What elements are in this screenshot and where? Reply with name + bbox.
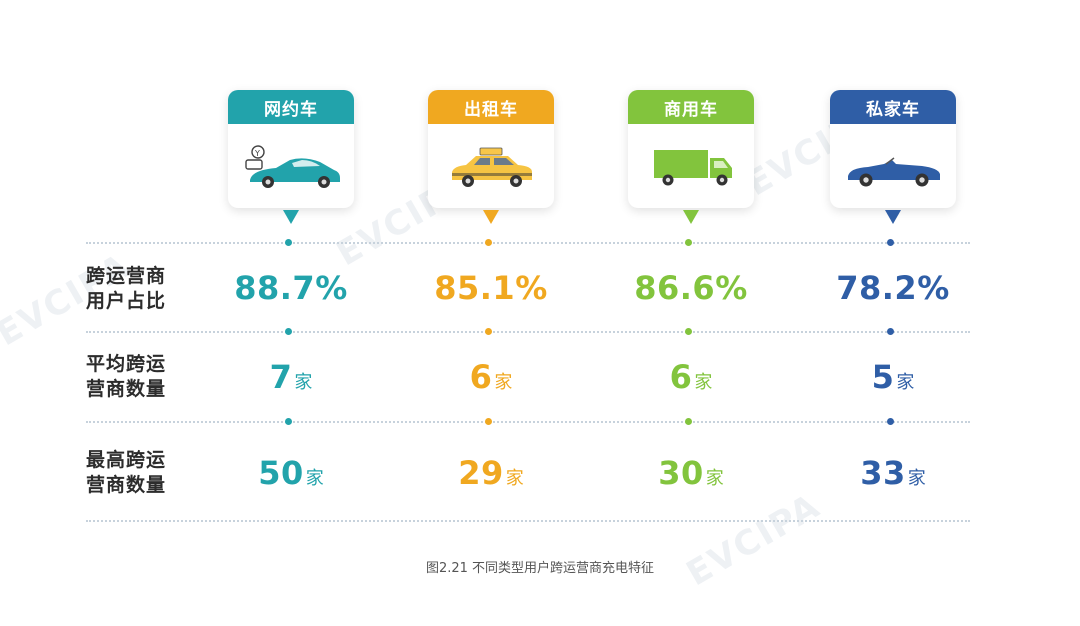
value-share-taxi: 85.1% bbox=[434, 269, 548, 307]
value-number: 6 bbox=[669, 358, 693, 396]
value-unit: 家 bbox=[694, 372, 713, 393]
value-max-commercial: 30 家 bbox=[611, 454, 771, 492]
row-divider bbox=[86, 331, 970, 333]
pointer-triangle bbox=[885, 210, 901, 224]
row-divider bbox=[86, 520, 970, 522]
convertible-car-icon bbox=[848, 157, 940, 187]
line-dot bbox=[887, 239, 894, 246]
line-dot bbox=[485, 418, 492, 425]
value-unit: 家 bbox=[494, 372, 513, 393]
row-label-line: 跨运营商 bbox=[86, 265, 167, 287]
card-title: 网约车 bbox=[228, 90, 354, 124]
card-ride-hailing: 网约车 Y bbox=[228, 90, 354, 208]
value-number: 5 bbox=[871, 358, 895, 396]
line-dot bbox=[285, 328, 292, 335]
value-unit: 家 bbox=[907, 468, 926, 489]
value-unit: 家 bbox=[294, 372, 313, 393]
taxi-icon bbox=[452, 147, 532, 187]
figure-caption: 图2.21 不同类型用户跨运营商充电特征 bbox=[425, 561, 655, 576]
row-divider bbox=[86, 242, 970, 244]
value-number: 7 bbox=[269, 358, 293, 396]
pointer-triangle bbox=[683, 210, 699, 224]
value-unit: 家 bbox=[505, 468, 524, 489]
row-label-share: 跨运营商 用户占比 bbox=[86, 264, 186, 314]
line-dot bbox=[285, 239, 292, 246]
row-label-average: 平均跨运 营商数量 bbox=[86, 352, 186, 402]
line-dot bbox=[887, 418, 894, 425]
value-unit: 家 bbox=[305, 468, 324, 489]
value-share-private: 78.2% bbox=[836, 269, 950, 307]
value-number: 50 bbox=[258, 454, 304, 492]
value-number: 6 bbox=[469, 358, 493, 396]
value-number: 33 bbox=[860, 454, 906, 492]
pointer-triangle bbox=[483, 210, 499, 224]
card-title: 出租车 bbox=[428, 90, 554, 124]
row-label-line: 营商数量 bbox=[86, 474, 167, 496]
row-label-line: 平均跨运 bbox=[86, 353, 167, 375]
row-label-line: 最高跨运 bbox=[86, 449, 167, 471]
ride-hailing-car-icon: Y bbox=[245, 145, 340, 188]
line-dot bbox=[685, 328, 692, 335]
value-max-ride-hailing: 50 家 bbox=[211, 454, 371, 492]
line-dot bbox=[887, 328, 894, 335]
card-title: 私家车 bbox=[830, 90, 956, 124]
pointer-triangle bbox=[283, 210, 299, 224]
value-share-ride-hailing: 88.7% bbox=[234, 269, 348, 307]
row-label-line: 用户占比 bbox=[86, 290, 167, 312]
card-commercial: 商用车 bbox=[628, 90, 754, 208]
row-label-max: 最高跨运 营商数量 bbox=[86, 448, 186, 498]
line-dot bbox=[685, 239, 692, 246]
line-dot bbox=[285, 418, 292, 425]
card-private: 私家车 bbox=[830, 90, 956, 208]
value-number: 30 bbox=[658, 454, 704, 492]
value-max-private: 33 家 bbox=[813, 454, 973, 492]
value-number: 29 bbox=[458, 454, 504, 492]
card-title: 商用车 bbox=[628, 90, 754, 124]
row-label-line: 营商数量 bbox=[86, 378, 167, 400]
value-unit: 家 bbox=[705, 468, 724, 489]
value-share-commercial: 86.6% bbox=[634, 269, 748, 307]
row-divider bbox=[86, 421, 970, 423]
line-dot bbox=[485, 239, 492, 246]
line-dot bbox=[685, 418, 692, 425]
svg-text:Y: Y bbox=[254, 149, 260, 158]
value-unit: 家 bbox=[896, 372, 915, 393]
card-taxi: 出租车 bbox=[428, 90, 554, 208]
value-max-taxi: 29 家 bbox=[411, 454, 571, 492]
truck-icon bbox=[654, 150, 732, 186]
watermark: EVCIPA bbox=[679, 485, 828, 595]
line-dot bbox=[485, 328, 492, 335]
